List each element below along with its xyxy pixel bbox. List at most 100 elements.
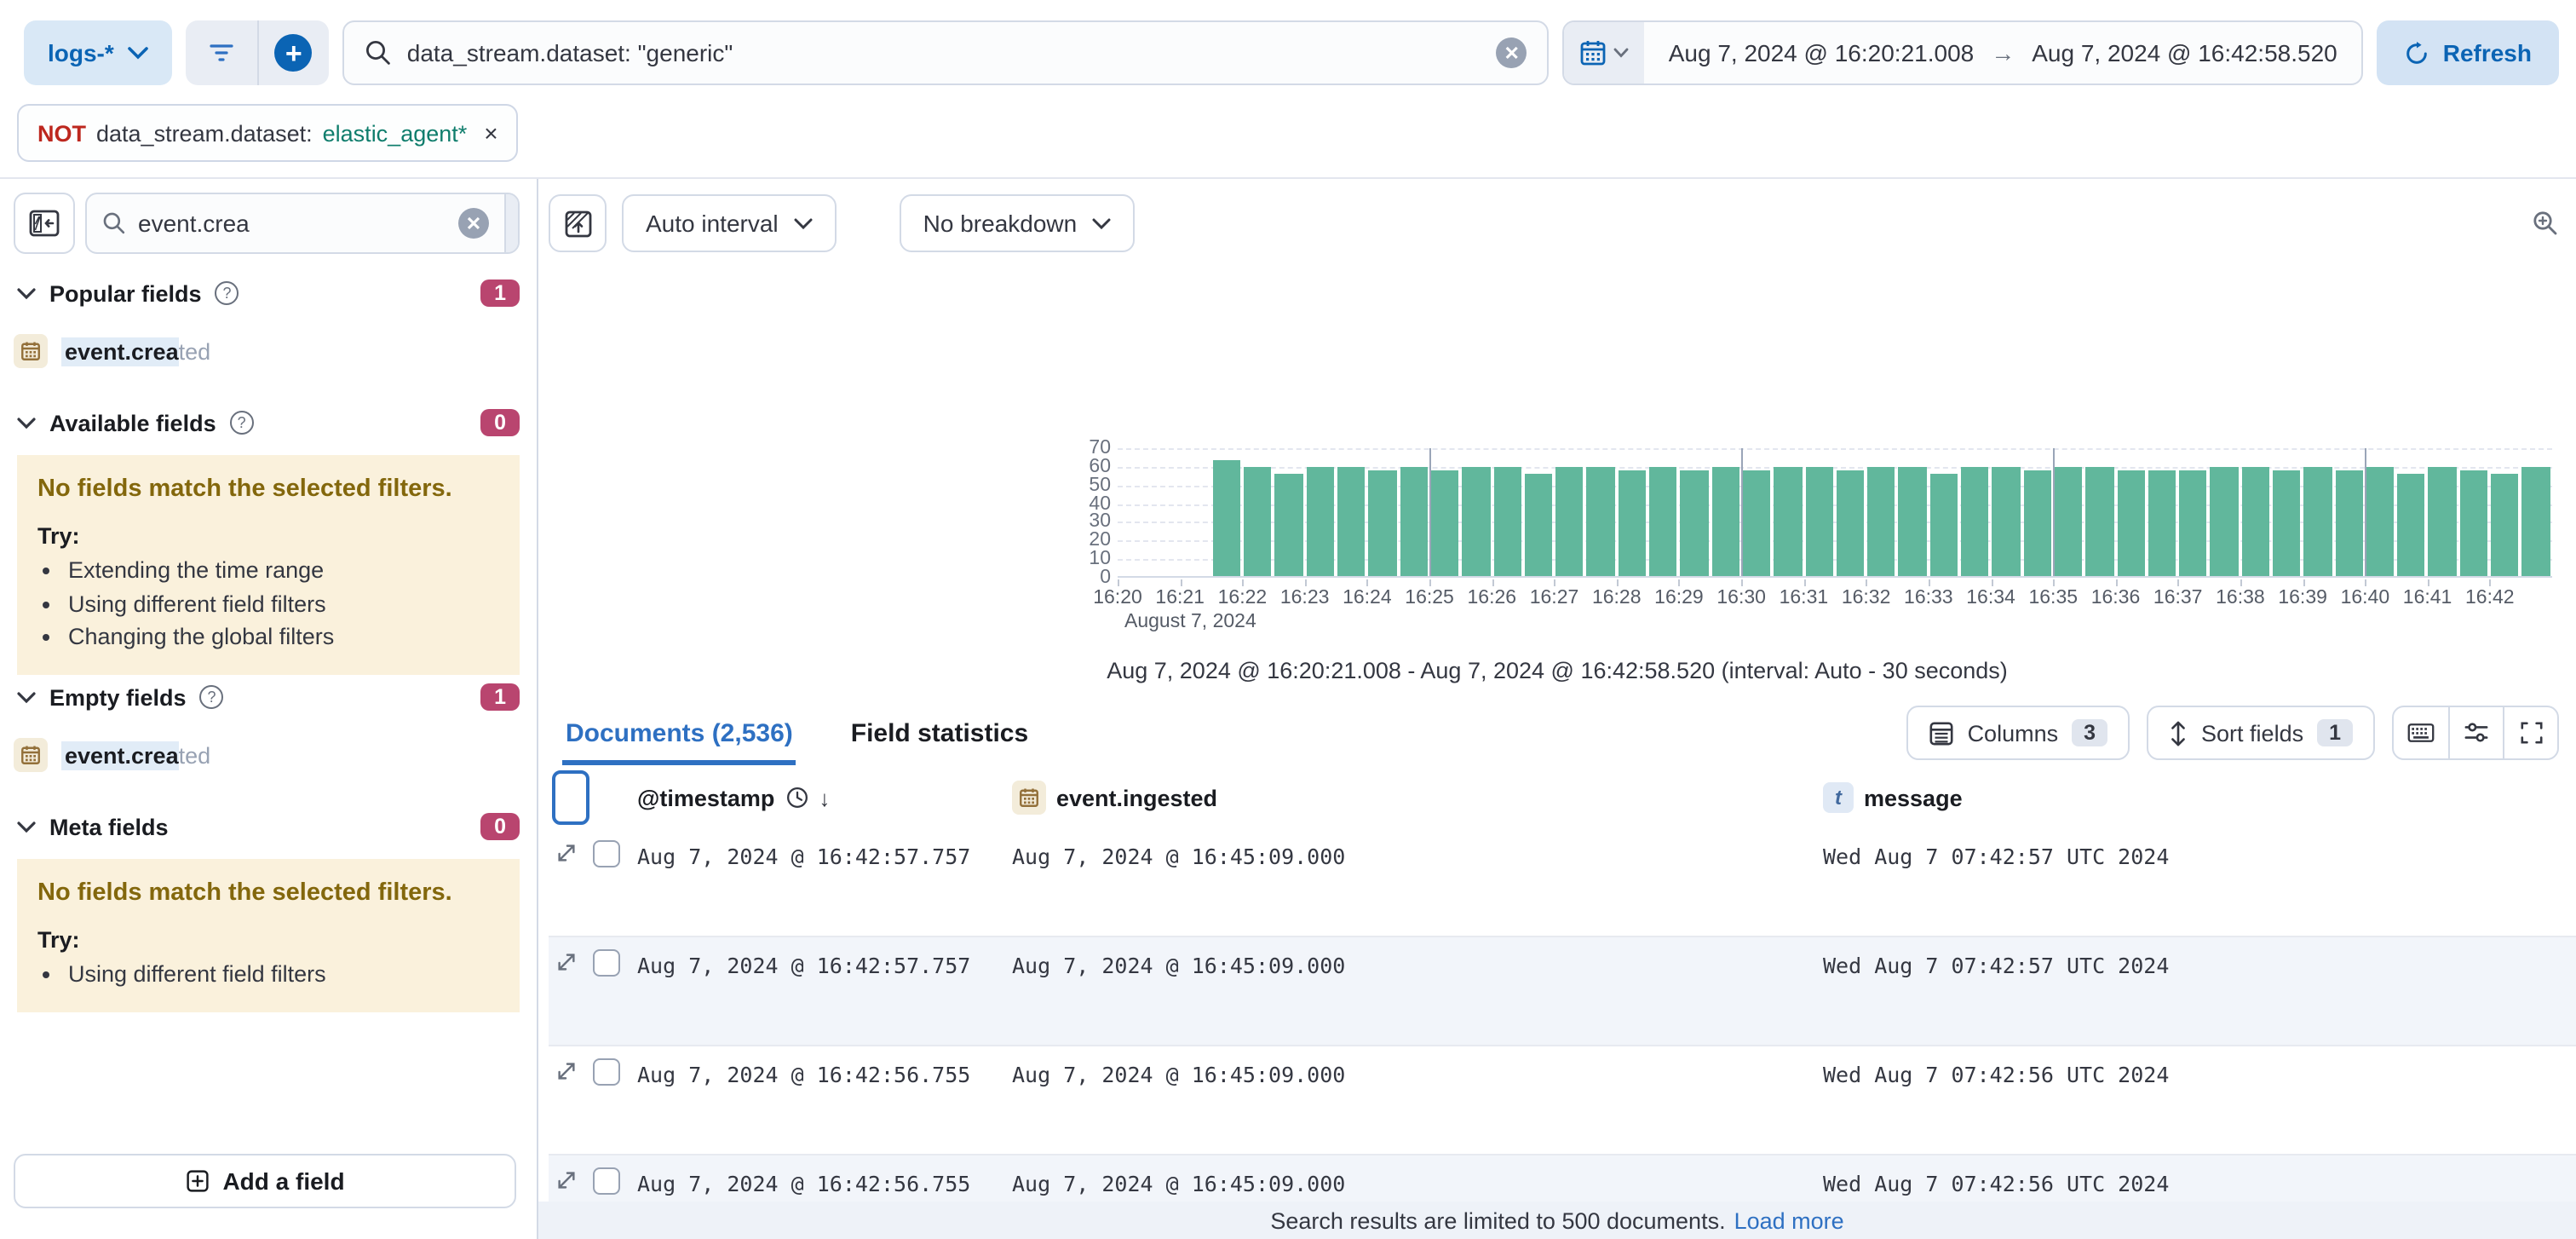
collapse-sidebar-button[interactable] — [14, 193, 75, 254]
date-quick-menu-button[interactable] — [1564, 22, 1645, 84]
row-checkbox[interactable] — [593, 1167, 620, 1195]
search-icon — [365, 40, 390, 65]
add-field-label: Add a field — [222, 1167, 345, 1195]
add-field-icon — [186, 1170, 209, 1192]
select-all-cell[interactable] — [552, 770, 589, 825]
cell-timestamp: Aug 7, 2024 @ 16:42:57.757 — [637, 844, 971, 869]
sort-desc-icon[interactable]: ↓ — [819, 785, 831, 810]
callout-try-label: Try: — [37, 523, 80, 549]
results-tabs-row: Documents (2,536) Field statistics Colum… — [549, 699, 2559, 767]
filter-lines-icon — [210, 44, 233, 61]
x-axis-label: 16:23 — [1279, 588, 1330, 608]
cell-message: Wed Aug 7 07:42:56 UTC 2024 — [1823, 1171, 2170, 1196]
x-axis-label: 16:33 — [1904, 588, 1953, 608]
sort-count-badge: 1 — [2317, 719, 2353, 746]
chevron-down-icon — [127, 47, 148, 60]
search-icon — [103, 212, 125, 234]
data-view-picker[interactable]: logs-* — [24, 20, 172, 85]
date-start[interactable]: Aug 7, 2024 @ 16:20:21.008 — [1668, 39, 1975, 66]
row-checkbox[interactable] — [593, 1058, 620, 1086]
hide-chart-button[interactable] — [549, 194, 607, 252]
expand-row-icon[interactable] — [555, 1060, 578, 1082]
fullscreen-icon — [2520, 722, 2542, 744]
histogram-chart[interactable] — [1118, 448, 2552, 578]
expand-row-icon[interactable] — [555, 842, 578, 864]
cell-ingested: Aug 7, 2024 @ 16:45:09.000 — [1012, 844, 1346, 869]
date-range-arrow: → — [1991, 39, 2015, 66]
expand-row-icon[interactable] — [555, 951, 578, 973]
date-field-icon — [14, 334, 48, 368]
filter-pill-close-icon[interactable]: × — [484, 119, 498, 147]
sliders-icon — [2464, 723, 2488, 742]
tab-field-statistics[interactable]: Field statistics — [850, 718, 1029, 747]
columns-count-badge: 3 — [2072, 719, 2108, 746]
x-axis-label: 16:22 — [1217, 588, 1268, 608]
cell-ingested: Aug 7, 2024 @ 16:45:09.000 — [1012, 953, 1346, 978]
clear-query-icon[interactable]: ✕ — [1496, 37, 1527, 68]
sort-fields-label: Sort fields — [2201, 720, 2304, 746]
fullscreen-button[interactable] — [2503, 707, 2557, 758]
filter-pill[interactable]: NOT data_stream.dataset: elastic_agent* … — [17, 104, 519, 162]
date-field-icon — [1012, 781, 1046, 815]
filter-pill-field: data_stream.dataset: — [96, 120, 313, 146]
available-fields-title: Available fields — [49, 410, 216, 435]
filter-menu-button[interactable] — [186, 20, 257, 85]
x-axis-label: 16:28 — [1591, 588, 1642, 608]
expand-row-icon[interactable] — [555, 1169, 578, 1191]
columns-button[interactable]: Columns 3 — [1906, 706, 2130, 760]
x-axis-label: 16:30 — [1716, 588, 1766, 608]
popular-fields-header[interactable]: Popular fields ? 1 — [17, 274, 520, 312]
documents-grid: Aug 7, 2024 @ 16:42:57.757 Aug 7, 2024 @… — [549, 828, 2576, 1239]
filter-pill-row: NOT data_stream.dataset: elastic_agent* … — [0, 99, 2576, 179]
tab-documents[interactable]: Documents (2,536) — [549, 705, 810, 764]
column-header-ingested[interactable]: event.ingested — [1012, 770, 1217, 825]
x-axis-label: 16:41 — [2402, 588, 2452, 608]
clear-field-search-icon[interactable]: ✕ — [458, 208, 489, 239]
interval-dropdown[interactable]: Auto interval — [622, 194, 837, 252]
sort-fields-button[interactable]: Sort fields 1 — [2147, 706, 2375, 760]
empty-fields-title: Empty fields — [49, 684, 187, 710]
display-options-button[interactable] — [2448, 707, 2503, 758]
x-axis-label: 16:38 — [2216, 588, 2265, 608]
add-field-button[interactable]: Add a field — [14, 1154, 516, 1208]
help-icon: ? — [199, 685, 224, 709]
chevron-down-icon — [17, 287, 36, 299]
x-axis-label: 16:27 — [1529, 588, 1579, 608]
column-header-message[interactable]: t message — [1823, 770, 1963, 825]
keyboard-icon — [2407, 723, 2435, 742]
refresh-button[interactable]: Refresh — [2376, 20, 2559, 85]
field-item-event-created[interactable]: event.created — [14, 329, 210, 373]
no-fields-callout-meta: No fields match the selected filters. Tr… — [17, 859, 520, 1012]
field-search-input[interactable] — [138, 210, 446, 237]
field-filter-button[interactable]: 0 — [504, 194, 518, 252]
suggestion: Using different field filters — [68, 587, 499, 620]
callout-title: No fields match the selected filters. — [37, 879, 452, 907]
available-fields-header[interactable]: Available fields ? 0 — [17, 404, 520, 441]
cell-message: Wed Aug 7 07:42:56 UTC 2024 — [1823, 1062, 2170, 1087]
calendar-icon — [1581, 41, 1607, 66]
column-header-timestamp[interactable]: @timestamp ↓ — [637, 785, 831, 810]
query-bar: logs-* + ✕ — [0, 0, 2576, 99]
chevron-down-icon — [17, 821, 36, 833]
suggestion: Extending the time range — [68, 554, 499, 587]
row-checkbox[interactable] — [593, 949, 620, 977]
empty-fields-header[interactable]: Empty fields ? 1 — [17, 678, 520, 716]
field-item-event-created[interactable]: event.created — [14, 733, 210, 777]
chart-options-icon[interactable] — [2532, 210, 2559, 237]
plus-circle-icon: + — [274, 34, 313, 72]
table-row: Aug 7, 2024 @ 16:42:57.757 Aug 7, 2024 @… — [549, 828, 2576, 937]
x-axis-date-annotation: August 7, 2024 — [1124, 612, 1256, 632]
query-input[interactable] — [406, 39, 1481, 66]
x-axis-label: 16:40 — [2340, 588, 2390, 608]
row-checkbox[interactable] — [593, 840, 620, 867]
date-end[interactable]: Aug 7, 2024 @ 16:42:58.520 — [2032, 39, 2337, 66]
field-name: event.created — [61, 337, 210, 366]
meta-fields-header[interactable]: Meta fields 0 — [17, 808, 520, 845]
chevron-down-icon — [1092, 217, 1111, 229]
cell-ingested: Aug 7, 2024 @ 16:45:09.000 — [1012, 1171, 1346, 1196]
text-field-icon: t — [1823, 782, 1854, 813]
keyboard-shortcuts-button[interactable] — [2394, 707, 2448, 758]
add-filter-button[interactable]: + — [256, 20, 329, 85]
load-more-link[interactable]: Load more — [1734, 1207, 1844, 1233]
breakdown-dropdown[interactable]: No breakdown — [899, 194, 1136, 252]
